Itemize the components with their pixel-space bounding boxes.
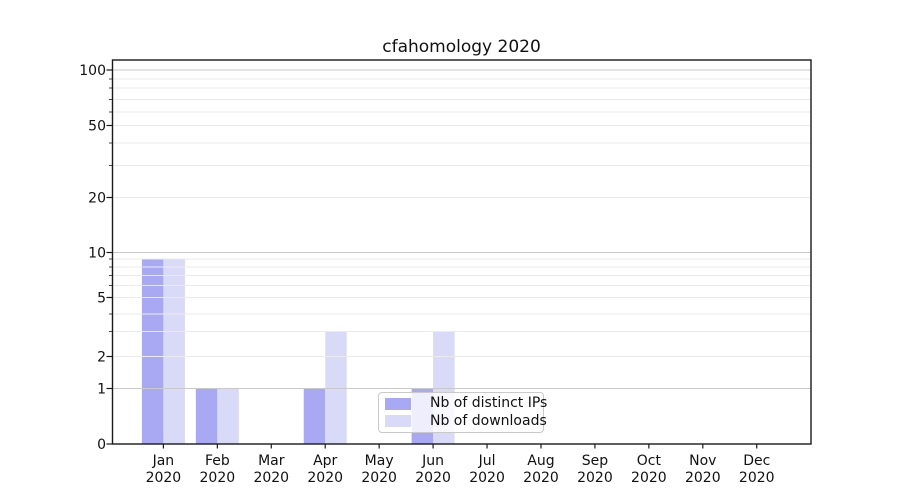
x-tick-label-mar: Mar [258, 453, 285, 469]
legend-item-distinct-ips: Nb of distinct IPs [385, 395, 547, 412]
x-tick-label-year-jul: 2020 [469, 470, 505, 486]
bar-downloads-jan [163, 259, 185, 444]
y-tick-label-2: 2 [97, 350, 106, 366]
x-tick-label-year-mar: 2020 [253, 470, 289, 486]
y-tick-label-100: 100 [79, 63, 106, 79]
x-tick-label-dec: Dec [743, 453, 770, 469]
x-tick-label-year-dec: 2020 [739, 470, 775, 486]
x-tick-label-aug: Aug [527, 453, 554, 469]
legend-swatch-distinct-ips [385, 397, 411, 410]
x-tick-label-apr: Apr [313, 453, 337, 469]
x-tick-label-year-jun: 2020 [415, 470, 451, 486]
chart-title: cfahomology 2020 [382, 37, 541, 57]
x-tick-label-sep: Sep [582, 453, 609, 469]
x-tick-label-oct: Oct [637, 453, 662, 469]
x-tick-label-jan: Jan [152, 453, 175, 469]
x-tick-label-jul: Jul [478, 453, 496, 469]
y-tick-label-10: 10 [88, 246, 106, 262]
bar-distinct-ips-feb [195, 388, 218, 444]
legend-item-downloads: Nb of downloads [385, 413, 547, 430]
bar-downloads-feb [217, 388, 239, 444]
legend-label-distinct-ips: Nb of distinct IPs [430, 395, 548, 412]
x-tick-label-nov: Nov [689, 453, 716, 469]
x-tick-label-year-sep: 2020 [577, 470, 613, 486]
x-tick-label-year-may: 2020 [361, 470, 397, 486]
bar-distinct-ips-jan [141, 259, 164, 444]
legend-label-downloads: Nb of downloads [430, 412, 547, 429]
x-tick-label-year-aug: 2020 [523, 470, 559, 486]
bar-distinct-ips-apr [303, 388, 326, 444]
legend-swatch-downloads [385, 415, 411, 428]
x-tick-label-may: May [365, 453, 394, 469]
x-tick-label-year-nov: 2020 [685, 470, 721, 486]
x-tick-label-year-apr: 2020 [307, 470, 343, 486]
x-tick-label-year-feb: 2020 [200, 470, 236, 486]
x-tick-label-year-jan: 2020 [146, 470, 182, 486]
y-tick-label-50: 50 [88, 119, 106, 135]
y-tick-label-1: 1 [97, 382, 106, 398]
y-tick-label-0: 0 [97, 437, 106, 453]
x-tick-label-jun: Jun [421, 453, 444, 469]
y-tick-label-5: 5 [97, 291, 106, 307]
x-tick-label-year-oct: 2020 [631, 470, 667, 486]
bar-downloads-apr [325, 331, 347, 444]
legend: Nb of distinct IPs Nb of downloads [378, 392, 547, 433]
y-tick-label-20: 20 [88, 191, 106, 207]
x-tick-label-feb: Feb [205, 453, 230, 469]
